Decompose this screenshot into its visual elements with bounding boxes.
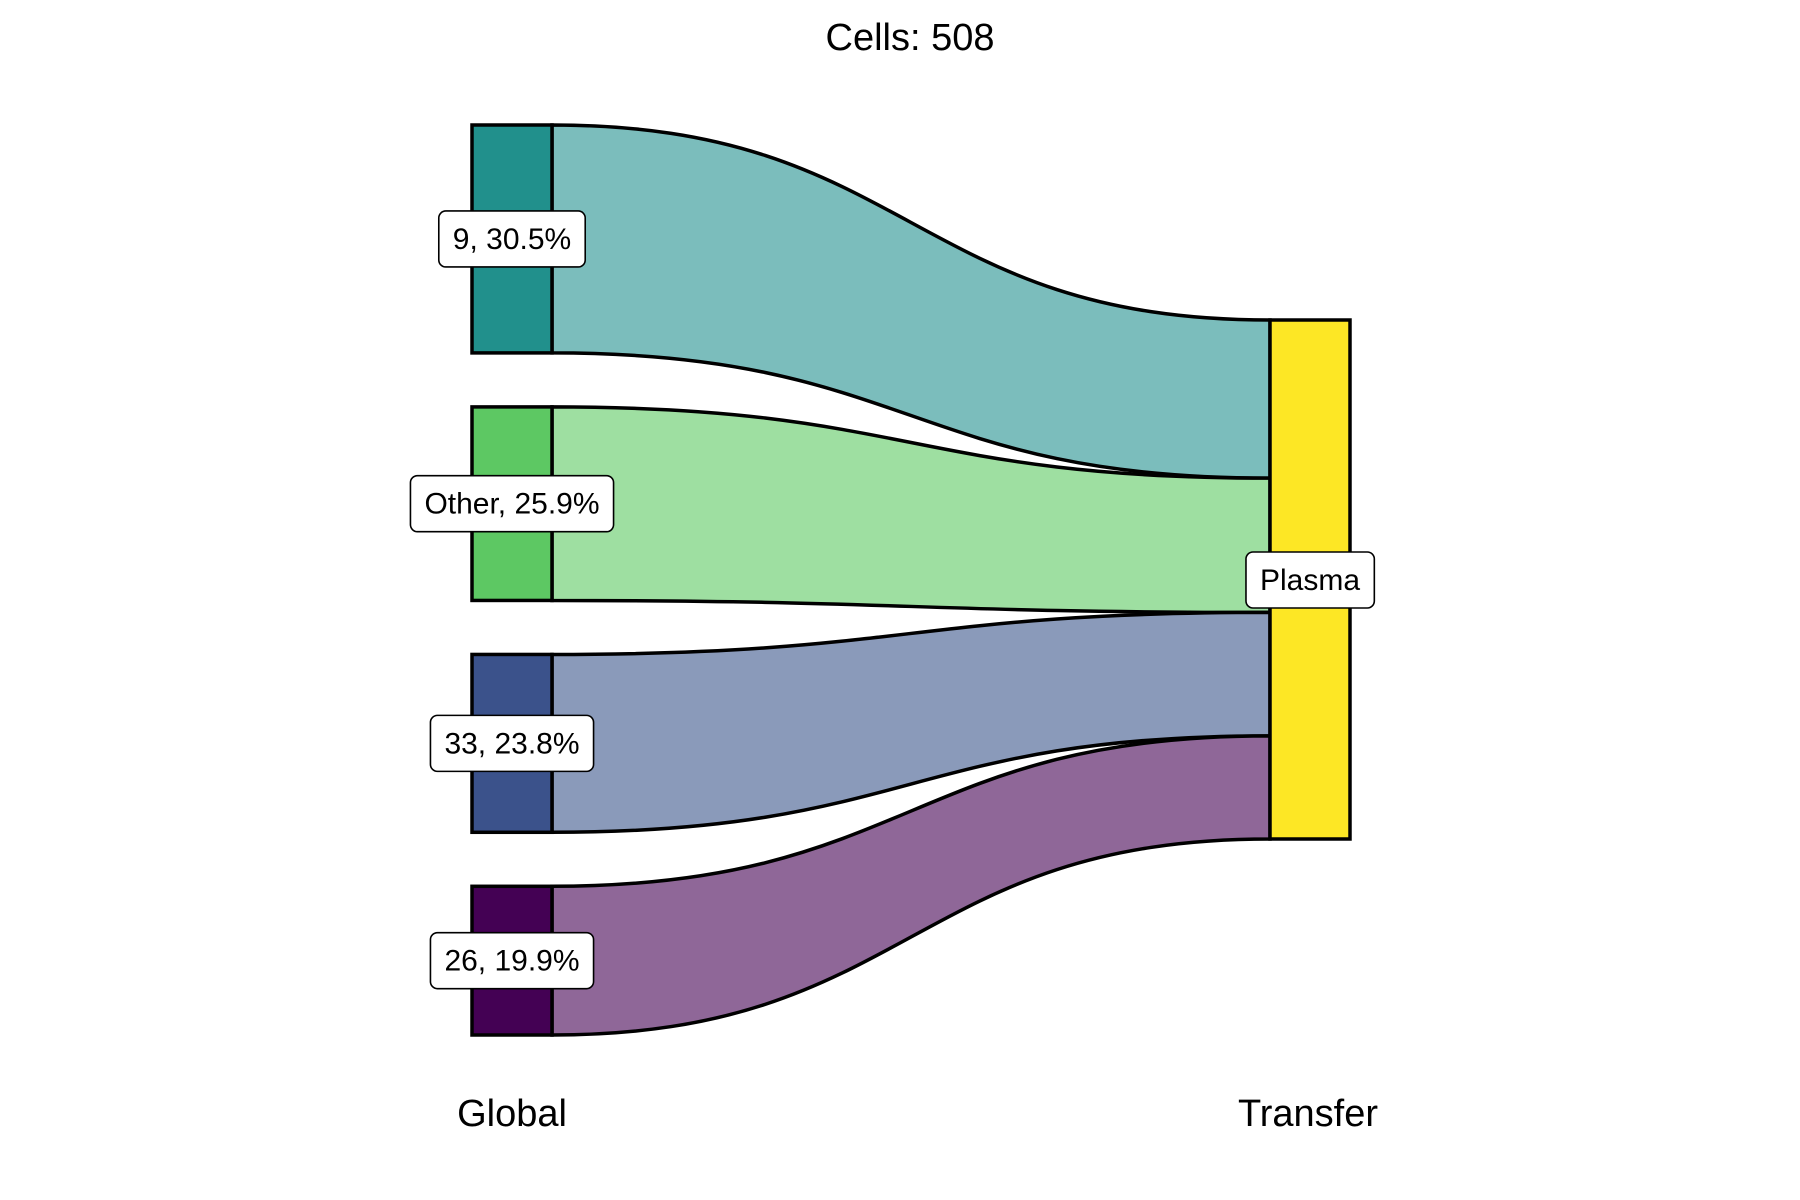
node-label-box-plasma <box>1245 551 1376 609</box>
node-label-plasma: Plasma <box>1245 551 1376 609</box>
node-label-text-26: 26, 19.9% <box>444 945 579 978</box>
node-label-9: 9, 30.5% <box>437 210 587 268</box>
node-label-text-plasma: Plasma <box>1260 564 1360 597</box>
node-label-box-26 <box>429 931 595 990</box>
node-label-box-other <box>409 474 615 533</box>
flows-layer <box>550 123 1272 1037</box>
node-label-text-9: 9, 30.5% <box>453 223 571 256</box>
labels-layer: 9, 30.5% Other, 25.9% 33, 23.8% 26, 19.9% Pl… <box>409 210 1376 990</box>
node-label-26: 26, 19.9% <box>429 931 595 990</box>
node-label-box-9 <box>437 210 587 268</box>
node-label-33: 33, 23.8% <box>429 714 595 773</box>
node-label-text-33: 33, 23.8% <box>444 727 579 760</box>
node-label-box-33 <box>429 714 595 773</box>
axis-label-transfer: Transfer <box>1238 1093 1378 1135</box>
chart-title: Cells: 508 <box>826 17 995 59</box>
node-label-other: Other, 25.9% <box>409 474 615 533</box>
axis-label-global: Global <box>457 1093 567 1135</box>
node-label-text-other: Other, 25.9% <box>424 488 599 521</box>
